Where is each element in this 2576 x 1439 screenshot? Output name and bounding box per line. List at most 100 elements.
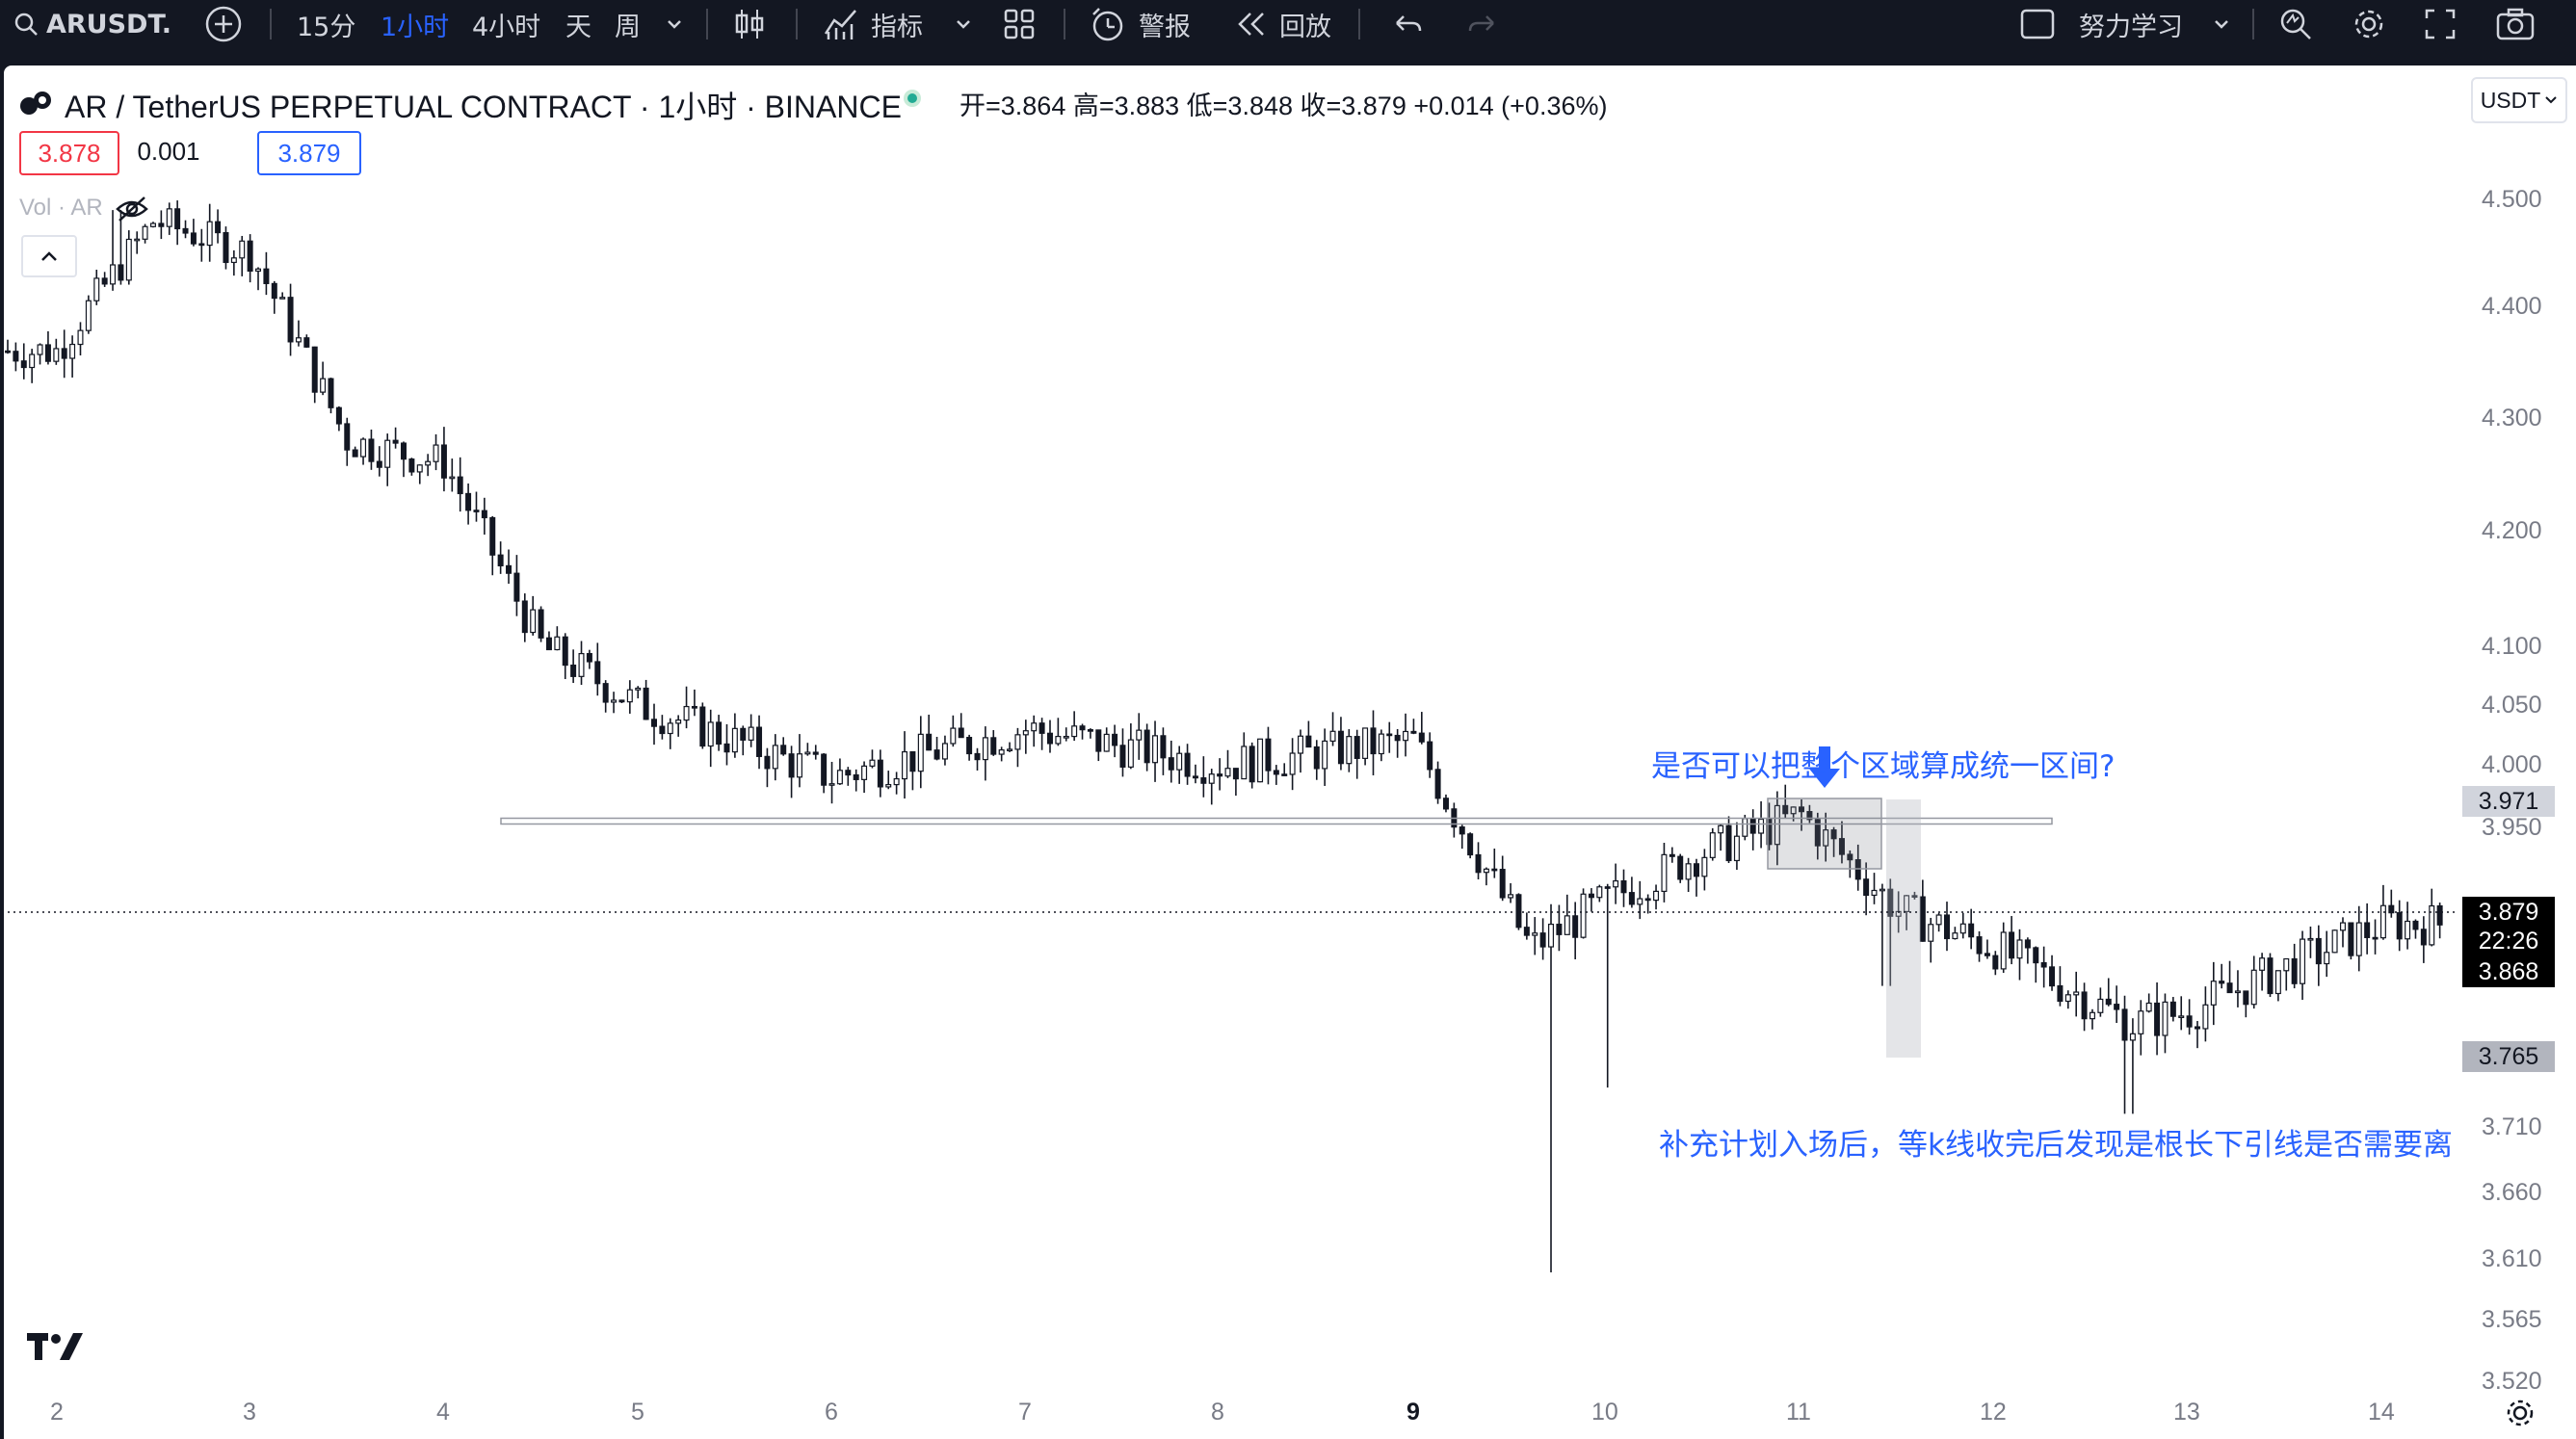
candle-body xyxy=(1184,752,1191,777)
candle-body xyxy=(1176,752,1183,771)
candle-body xyxy=(1677,855,1684,880)
candle-body xyxy=(101,277,108,285)
axis-settings-button[interactable] xyxy=(2504,1397,2537,1433)
candle-body xyxy=(1943,914,1950,940)
interval-1h[interactable]: 1小时 xyxy=(381,12,450,42)
candle-body xyxy=(917,733,924,772)
eye-hidden-icon[interactable] xyxy=(115,196,149,222)
layout-dropdown-button[interactable] xyxy=(2212,0,2231,48)
templates-button[interactable] xyxy=(1003,0,1036,48)
candle-body xyxy=(1564,915,1570,935)
currency-label: USDT xyxy=(2480,87,2541,113)
candle-body xyxy=(1806,811,1813,821)
search-sparkle-icon xyxy=(2280,9,2311,39)
candle-body xyxy=(1919,896,1926,942)
indicators-label: 指标 xyxy=(871,12,923,42)
chart-type-button[interactable] xyxy=(732,0,767,48)
candle-body xyxy=(2097,998,2104,1013)
candle-body xyxy=(1959,923,1966,934)
price-tick: 3.520 xyxy=(2482,1368,2542,1395)
chart-pane[interactable] xyxy=(4,65,2576,1439)
interval-day[interactable]: 天 xyxy=(565,12,591,42)
candle-body xyxy=(2000,931,2007,970)
range-box xyxy=(1767,798,1882,870)
legend-collapse-button[interactable] xyxy=(21,235,77,277)
annotation-question[interactable]: 是否可以把整个区域算成统一区间? xyxy=(1651,749,2116,784)
candle-body xyxy=(1774,804,1780,846)
candle-body xyxy=(716,721,723,746)
candle-body xyxy=(659,725,666,735)
candle-body xyxy=(1588,893,1594,899)
candle-body xyxy=(1281,773,1288,776)
candle-body xyxy=(723,743,730,753)
exchange-logo-icon xyxy=(19,89,54,121)
candle-body xyxy=(449,476,456,480)
interval-dropdown-button[interactable] xyxy=(665,0,684,48)
candle-body xyxy=(1305,735,1312,748)
candle-body xyxy=(885,783,892,788)
interval-15m[interactable]: 15分 xyxy=(297,12,356,42)
candle-body xyxy=(1370,727,1377,755)
time-tick: 3 xyxy=(243,1399,256,1426)
volume-indicator[interactable]: Vol · AR xyxy=(19,195,149,222)
level-badge-mid: 3.868 xyxy=(2462,956,2555,987)
candle-body xyxy=(861,765,868,780)
candle-body xyxy=(1539,932,1546,948)
settings-button[interactable] xyxy=(2351,0,2387,48)
indicators-dropdown-button[interactable] xyxy=(954,0,973,48)
quick-search-button[interactable] xyxy=(2277,0,2314,48)
chevron-down-icon xyxy=(2215,20,2228,29)
candle-body xyxy=(2154,1002,2161,1036)
candle-body xyxy=(1661,853,1668,892)
candle-body xyxy=(2355,922,2362,956)
candle-body xyxy=(562,636,568,667)
candle-body xyxy=(635,687,642,691)
symbol-search-button[interactable]: ARUSDT. xyxy=(13,0,171,48)
candle-body xyxy=(1725,824,1732,862)
candle-body xyxy=(2379,904,2386,939)
undo-button[interactable] xyxy=(1393,0,1424,48)
candle-body xyxy=(570,664,577,677)
indicators-button[interactable]: 指标 xyxy=(823,0,923,48)
price-tick: 4.200 xyxy=(2482,517,2542,544)
candle-body xyxy=(1523,927,1530,936)
replay-button[interactable]: 回放 xyxy=(1235,0,1331,48)
candle-body xyxy=(166,208,172,227)
candle-body xyxy=(481,510,487,519)
candle-body xyxy=(707,721,714,747)
candle-body xyxy=(1952,932,1958,940)
layout-button[interactable]: 努力学习 xyxy=(2019,0,2183,48)
interval-4h[interactable]: 4小时 xyxy=(472,12,541,42)
candle-body xyxy=(174,208,181,230)
symbol-title-text: AR / TetherUS PERPETUAL CONTRACT · 1小时 ·… xyxy=(65,90,902,124)
chevron-up-icon xyxy=(41,251,57,261)
candle-body xyxy=(2234,990,2241,994)
screenshot-button[interactable] xyxy=(2495,0,2536,48)
candle-body xyxy=(1701,856,1708,877)
support-zone-line xyxy=(500,817,2053,825)
sell-price-button[interactable]: 3.878 xyxy=(19,131,119,175)
time-tick: 12 xyxy=(1980,1399,2007,1426)
candle-body xyxy=(360,438,367,458)
fullscreen-button[interactable] xyxy=(2424,0,2457,48)
candle-body xyxy=(2073,991,2080,996)
interval-week[interactable]: 周 xyxy=(615,12,641,42)
candle-body xyxy=(1192,775,1198,779)
redo-button[interactable] xyxy=(1466,0,1497,48)
candle-body xyxy=(675,719,682,724)
candle-body xyxy=(215,221,222,234)
currency-select[interactable]: USDT xyxy=(2471,77,2567,123)
alert-button[interactable]: 警报 xyxy=(1089,0,1191,48)
candle-body xyxy=(1508,894,1514,899)
buy-price-button[interactable]: 3.879 xyxy=(257,131,361,175)
add-symbol-button[interactable] xyxy=(204,0,243,48)
tradingview-logo-icon[interactable] xyxy=(25,1329,87,1366)
candle-body xyxy=(1410,730,1417,734)
candle-body xyxy=(1112,733,1118,746)
time-tick: 13 xyxy=(2173,1399,2200,1426)
candle-body xyxy=(61,348,67,359)
candle-body xyxy=(1669,853,1675,857)
annotation-note[interactable]: 补充计划入场后，等k线收完后发现是根长下引线是否需要离 xyxy=(1659,1128,2453,1163)
candle-body xyxy=(740,727,747,741)
